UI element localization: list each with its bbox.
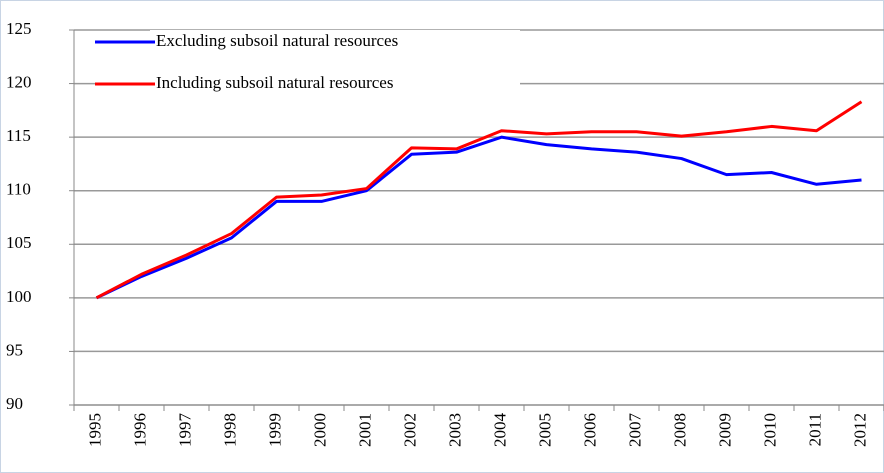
x-tick-label: 1995 — [85, 413, 104, 447]
y-tick-label: 125 — [6, 19, 32, 38]
y-tick-label: 115 — [6, 126, 31, 145]
legend-label: Including subsoil natural resources — [156, 73, 393, 92]
x-tick-label: 2011 — [805, 413, 824, 446]
x-tick-label: 2012 — [850, 413, 869, 447]
x-tick-label: 1998 — [220, 413, 239, 447]
x-tick-label: 2008 — [670, 413, 689, 447]
y-tick-label: 120 — [6, 72, 32, 91]
x-tick-label: 1996 — [130, 413, 149, 447]
x-tick-label: 2002 — [400, 413, 419, 447]
x-tick-label: 2004 — [490, 413, 509, 448]
x-tick-label: 2007 — [625, 413, 644, 448]
series-line — [95, 135, 862, 300]
x-tick-label: 2001 — [355, 413, 374, 447]
y-tick-label: 105 — [6, 233, 32, 252]
y-tick-label: 100 — [6, 287, 32, 306]
series-line — [95, 100, 863, 300]
y-tick-label: 90 — [6, 394, 23, 413]
legend-bg — [150, 30, 520, 54]
x-tick-label: 2003 — [445, 413, 464, 447]
y-tick-label: 95 — [6, 340, 23, 359]
legend-bg — [150, 72, 520, 96]
x-tick-label: 2005 — [535, 413, 554, 447]
x-tick-label: 1999 — [265, 413, 284, 447]
x-tick-label: 1997 — [175, 413, 194, 448]
y-tick-label: 110 — [6, 180, 31, 199]
x-tick-label: 2010 — [760, 413, 779, 447]
x-tick-label: 2006 — [580, 413, 599, 447]
x-tick-label: 2000 — [310, 413, 329, 447]
legend-label: Excluding subsoil natural resources — [156, 31, 398, 50]
x-tick-label: 2009 — [715, 413, 734, 447]
